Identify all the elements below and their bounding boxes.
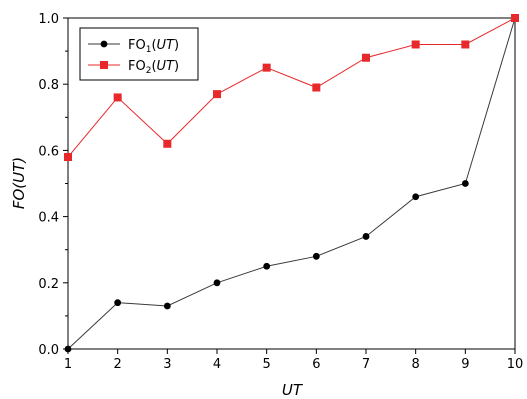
- series-layer: [64, 14, 519, 353]
- y-tick-label: 0.8: [38, 78, 59, 93]
- legend-entry-1: FO1(UT): [88, 38, 179, 55]
- data-point: [64, 153, 72, 162]
- y-tick-label: 0.6: [38, 144, 59, 159]
- y-tick-label: 0.2: [38, 277, 59, 292]
- legend-label: FO2(UT): [128, 59, 179, 76]
- x-tick-label: 8: [412, 357, 420, 372]
- legend: FO1(UT) FO2(UT): [79, 27, 199, 81]
- data-point: [163, 139, 172, 148]
- data-point: [461, 40, 470, 49]
- data-point: [263, 262, 271, 270]
- x-tick-label: 5: [263, 357, 271, 372]
- legend-entry-2: FO2(UT): [88, 59, 179, 76]
- data-point: [312, 252, 320, 260]
- data-point: [262, 63, 271, 72]
- data-point: [163, 302, 171, 310]
- series-2-line: [67, 17, 516, 158]
- y-tick-label: 0.0: [38, 343, 59, 358]
- data-point: [412, 193, 420, 201]
- legend-box: [79, 27, 199, 81]
- x-tick-label: 1: [64, 357, 72, 372]
- data-point: [64, 345, 72, 353]
- x-tick-label: 9: [461, 357, 469, 372]
- x-tick-label: 10: [507, 357, 524, 372]
- series-1: [64, 14, 519, 353]
- data-point: [411, 40, 420, 49]
- series-1-line: [67, 17, 516, 350]
- x-tick-label: 6: [312, 357, 320, 372]
- y-axis-title: FO(UT): [10, 157, 28, 209]
- data-point: [213, 90, 221, 99]
- legend-marker: [100, 61, 108, 69]
- x-axis-title: UT: [282, 381, 304, 399]
- x-tick-label: 4: [213, 357, 221, 372]
- y-tick-label: 0.4: [38, 211, 59, 226]
- legend-label: FO1(UT): [128, 38, 179, 55]
- data-point: [312, 83, 321, 92]
- data-point: [362, 53, 370, 62]
- x-tick-label: 3: [163, 357, 171, 372]
- axis-ticks: 1 2 3 4 5 6 7 8 9 10 0.0 0.2 0.4 0.6 0.8 1.0: [38, 12, 523, 372]
- data-point: [362, 233, 370, 240]
- y-tick-label: 1.0: [38, 12, 59, 27]
- x-tick-label: 2: [114, 357, 122, 372]
- legend-marker: [100, 40, 108, 48]
- data-point: [461, 180, 469, 187]
- data-point: [511, 14, 519, 22]
- data-point: [113, 93, 122, 102]
- data-point: [114, 299, 122, 307]
- x-tick-label: 7: [362, 357, 370, 372]
- data-point: [213, 279, 221, 287]
- series-2: [64, 14, 519, 162]
